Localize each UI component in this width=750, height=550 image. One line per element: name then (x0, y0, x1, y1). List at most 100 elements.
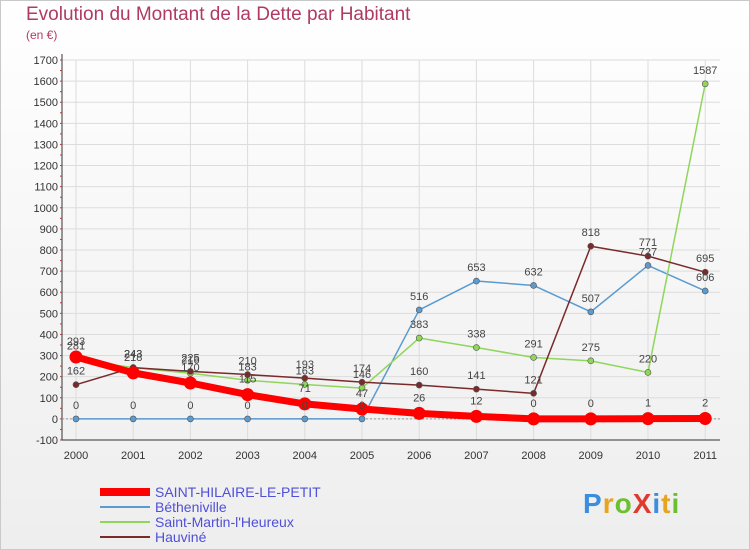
data-label-hauvin: 160 (410, 366, 428, 378)
data-point-hauvin (644, 252, 652, 260)
data-label-saint-martin-l-heureux: 1587 (693, 65, 717, 77)
data-label-b-theniville: 516 (410, 291, 428, 303)
data-point-hauvin (187, 368, 194, 375)
data-label-saint-hilaire-le-petit: 170 (181, 362, 199, 374)
y-tick-label: 1100 (34, 182, 58, 194)
y-tick-label: 900 (40, 224, 58, 236)
data-label-saint-martin-l-heureux: 291 (524, 338, 542, 350)
y-tick-label: 1600 (34, 76, 58, 88)
proxiti-logo: ProXiti (583, 488, 680, 520)
logo-letter: t (661, 488, 672, 519)
y-tick-label: 1000 (34, 203, 58, 215)
data-label-saint-martin-l-heureux: 146 (353, 369, 371, 381)
data-point-saint-hilaire-le-petit (126, 366, 140, 380)
data-label-b-theniville: 653 (467, 262, 485, 274)
data-label-b-theniville: 0 (245, 400, 251, 412)
logo-letter: i (652, 488, 662, 519)
data-point-b-theniville (129, 415, 137, 423)
data-label-b-theniville: 632 (524, 266, 542, 278)
data-point-saint-hilaire-le-petit (469, 409, 483, 423)
data-label-hauvin: 162 (67, 366, 85, 378)
legend-item-b-theniville: Bétheniville (100, 499, 321, 515)
data-point-saint-hilaire-le-petit (584, 412, 598, 426)
data-point-saint-hilaire-le-petit (241, 388, 255, 402)
data-label-saint-martin-l-heureux: 220 (639, 353, 657, 365)
legend-label: SAINT-HILAIRE-LE-PETIT (155, 483, 321, 500)
data-point-saint-hilaire-le-petit (183, 376, 197, 390)
data-label-b-theniville: 0 (187, 400, 193, 412)
legend-swatch (100, 535, 150, 538)
data-point-hauvin (701, 268, 709, 276)
legend-swatch (100, 505, 150, 508)
data-label-saint-martin-l-heureux: 338 (467, 329, 485, 341)
legend-item-hauvin: Hauviné (100, 528, 321, 545)
data-point-b-theniville (473, 277, 480, 285)
series-line-saint-martin-l-heureux (75, 83, 706, 389)
logo-letter: X (632, 488, 653, 519)
y-tick-label: 600 (40, 287, 58, 299)
data-point-b-theniville (530, 282, 537, 289)
data-point-saint-martin-l-heureux (587, 357, 595, 365)
x-tick-label: 2002 (178, 450, 202, 462)
data-label-saint-hilaire-le-petit: 12 (470, 395, 482, 407)
data-label-hauvin: 243 (124, 349, 142, 361)
axes: -100010020030040050060070080090010001100… (34, 54, 720, 462)
data-point-saint-martin-l-heureux (415, 334, 423, 342)
data-point-saint-hilaire-le-petit (527, 412, 541, 426)
y-tick-label: 1700 (34, 55, 58, 67)
data-label-hauvin: 771 (639, 237, 657, 249)
data-point-b-theniville (244, 415, 251, 423)
legend-label: Saint-Martin-l'Heureux (155, 513, 294, 530)
data-label-saint-martin-l-heureux: 383 (410, 319, 428, 331)
x-tick-label: 2006 (407, 450, 431, 462)
y-tick-label: 1500 (34, 97, 58, 109)
data-label-hauvin: 210 (238, 356, 256, 368)
data-point-b-theniville (358, 415, 366, 423)
x-tick-label: 2011 (693, 450, 717, 462)
data-label-saint-hilaire-le-petit: 71 (299, 383, 311, 395)
data-label-b-theniville: 606 (696, 272, 714, 284)
data-point-saint-hilaire-le-petit (698, 411, 712, 425)
data-label-b-theniville: 727 (639, 246, 657, 258)
data-point-hauvin (530, 390, 537, 397)
data-label-hauvin: 193 (296, 359, 314, 371)
y-tick-label: 400 (40, 329, 58, 341)
data-label-b-theniville: 0 (302, 400, 308, 412)
x-tick-label: 2003 (235, 450, 259, 462)
legend-label: Hauviné (155, 528, 207, 545)
x-tick-label: 2001 (121, 450, 145, 462)
y-tick-label: 1400 (34, 118, 58, 130)
data-point-b-theniville (415, 306, 423, 314)
data-label-saint-hilaire-le-petit: 26 (413, 392, 425, 404)
x-tick-label: 2008 (521, 450, 545, 462)
data-point-hauvin (473, 385, 480, 393)
legend-swatch (100, 487, 150, 496)
data-point-saint-hilaire-le-petit (69, 350, 83, 364)
y-tick-label: 700 (40, 266, 58, 278)
y-tick-label: 300 (40, 351, 58, 363)
data-label-saint-martin-l-heureux: 275 (582, 342, 600, 354)
logo-letter: o (614, 488, 633, 519)
y-tick-label: 0 (52, 414, 58, 426)
data-label-saint-hilaire-le-petit: 2 (702, 397, 708, 409)
data-point-saint-martin-l-heureux (644, 369, 652, 376)
data-label-b-theniville: 0 (130, 400, 136, 412)
legend: SAINT-HILAIRE-LE-PETIT Bétheniville Saint-… (100, 483, 321, 545)
data-point-b-theniville (587, 308, 595, 316)
data-label-saint-martin-l-heureux: 281 (67, 341, 85, 353)
data-point-saint-hilaire-le-petit (641, 412, 655, 426)
data-label-saint-hilaire-le-petit: 218 (124, 352, 142, 364)
data-point-saint-martin-l-heureux (701, 80, 709, 88)
legend-item-saint-martin-l-heureux: Saint-Martin-l'Heureux (100, 513, 321, 530)
data-label-hauvin: 121 (524, 374, 542, 386)
data-label-b-theniville: 0 (359, 400, 365, 412)
data-label-saint-martin-l-heureux: 216 (181, 354, 199, 366)
y-tick-label: 1300 (34, 139, 58, 151)
data-label-saint-hilaire-le-petit: 1 (645, 398, 651, 410)
data-label-saint-hilaire-le-petit: 47 (356, 388, 368, 400)
data-point-saint-martin-l-heureux (473, 344, 480, 351)
y-tick-label: 800 (40, 245, 58, 257)
data-label-hauvin: 174 (353, 363, 371, 375)
